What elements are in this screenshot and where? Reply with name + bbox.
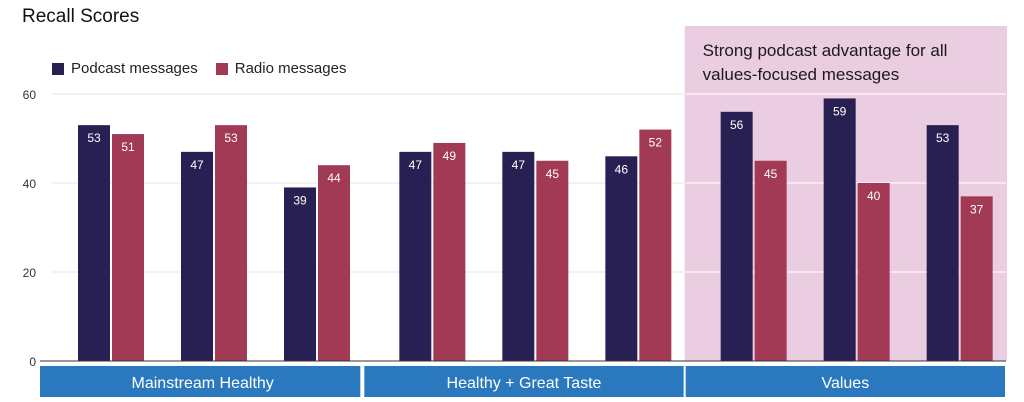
bar-value-label: 46 bbox=[615, 162, 629, 176]
bar-radio bbox=[433, 142, 466, 361]
bar-radio bbox=[318, 165, 350, 361]
legend-item-radio: Radio messages bbox=[215, 60, 347, 77]
bar-podcast bbox=[284, 187, 316, 361]
bar-value-label: 59 bbox=[833, 104, 847, 118]
group-label: Values bbox=[821, 375, 869, 392]
bar-value-label: 53 bbox=[87, 131, 101, 145]
group-label-bar bbox=[40, 366, 361, 397]
legend-item-podcast: Podcast messages bbox=[52, 60, 198, 77]
y-tick-label: 0 bbox=[29, 355, 36, 369]
bar-radio bbox=[754, 160, 787, 361]
bar-value-label: 51 bbox=[121, 140, 135, 154]
bar-podcast bbox=[605, 156, 638, 361]
bar-podcast bbox=[926, 125, 959, 362]
bar-value-label: 52 bbox=[649, 136, 663, 150]
bar-radio bbox=[960, 196, 993, 361]
bar-radio bbox=[215, 125, 247, 362]
bar-value-label: 37 bbox=[970, 202, 984, 216]
y-tick-label: 60 bbox=[23, 88, 37, 102]
bar-radio bbox=[112, 134, 144, 361]
bar-podcast bbox=[823, 98, 856, 361]
bar-radio bbox=[857, 183, 890, 361]
group-label: Healthy + Great Taste bbox=[447, 375, 602, 392]
annotation-text: values-focused messages bbox=[703, 65, 900, 84]
legend-swatch-podcast bbox=[52, 62, 64, 75]
y-tick-label: 20 bbox=[23, 266, 37, 280]
bar-value-label: 47 bbox=[409, 158, 423, 172]
bar-value-label: 40 bbox=[867, 189, 881, 203]
bar-value-label: 56 bbox=[730, 118, 744, 132]
bar-value-label: 45 bbox=[764, 167, 778, 181]
chart-title: Recall Scores bbox=[22, 6, 140, 27]
legend-label-podcast: Podcast messages bbox=[71, 60, 198, 77]
bar-radio bbox=[639, 129, 672, 361]
y-tick-label: 40 bbox=[23, 177, 37, 191]
annotation-text: Strong podcast advantage for all bbox=[703, 41, 948, 60]
bar-value-label: 53 bbox=[224, 131, 238, 145]
bar-value-label: 39 bbox=[293, 193, 307, 207]
bar-value-label: 49 bbox=[443, 149, 457, 163]
bar-podcast bbox=[399, 151, 432, 361]
group-label: Mainstream Healthy bbox=[132, 375, 274, 392]
bar-podcast bbox=[720, 111, 753, 361]
bar-value-label: 47 bbox=[512, 158, 526, 172]
bar-podcast bbox=[502, 151, 535, 361]
bar-radio bbox=[536, 160, 569, 361]
group-label-bar bbox=[364, 366, 684, 397]
bar-podcast bbox=[78, 125, 110, 362]
legend-label-radio: Radio messages bbox=[234, 60, 347, 77]
bar-value-label: 53 bbox=[936, 131, 950, 145]
bar-podcast bbox=[181, 151, 213, 361]
bar-value-label: 45 bbox=[546, 167, 560, 181]
bar-value-label: 44 bbox=[327, 171, 341, 185]
group-label-bar bbox=[685, 366, 1005, 397]
legend: Podcast messages Radio messages bbox=[52, 60, 364, 77]
legend-swatch-radio bbox=[215, 62, 228, 75]
bar-value-label: 47 bbox=[190, 158, 204, 172]
